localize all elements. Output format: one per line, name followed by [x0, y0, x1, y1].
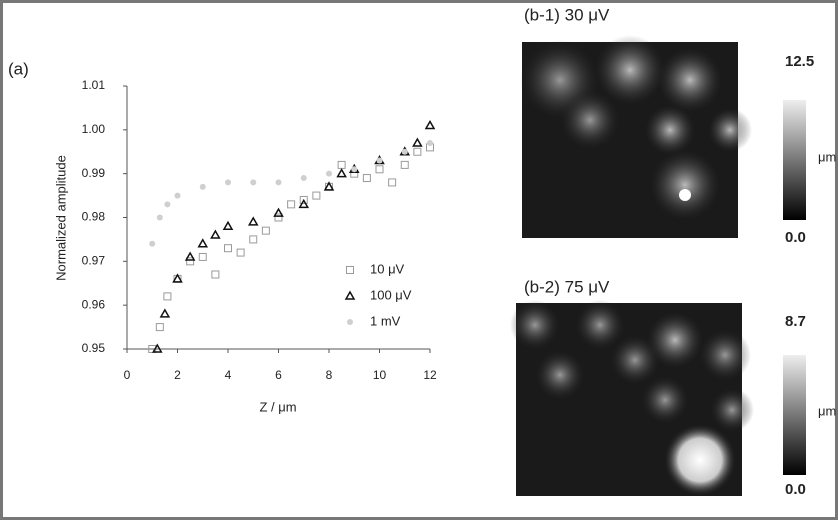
y-tick-label: 0.96 [82, 297, 106, 311]
legend-marker [346, 266, 354, 274]
y-tick-label: 1.00 [82, 122, 106, 136]
panel-title: (b-1) 30 μV [524, 5, 610, 24]
data-point [401, 148, 408, 155]
y-axis-label: Normalized amplitude [53, 155, 68, 281]
legend-label: 1 mV [370, 313, 401, 328]
data-point [250, 179, 257, 186]
x-tick-label: 6 [275, 368, 282, 382]
image-b1: (b-1) 30 μV 12.5 0.0 μm [520, 5, 836, 246]
data-point [298, 198, 310, 209]
data-point [337, 160, 346, 169]
data-point [222, 220, 234, 231]
x-tick-label: 0 [124, 368, 131, 382]
data-point [210, 229, 221, 239]
legend-label: 100 μV [370, 287, 412, 302]
scale-min: 0.0 [785, 229, 806, 246]
legend-marker [344, 290, 356, 300]
data-point [351, 166, 358, 173]
data-point [275, 179, 282, 186]
x-tick-label: 2 [174, 368, 181, 382]
data-point [362, 174, 371, 183]
data-point [174, 192, 181, 199]
data-point [300, 175, 307, 182]
data-point [424, 119, 436, 130]
data-point [152, 343, 163, 353]
data-point [164, 201, 171, 208]
data-point [412, 137, 423, 147]
panel-label: (a) [8, 59, 29, 78]
x-tick-label: 8 [326, 368, 333, 382]
data-point [299, 195, 308, 204]
data-point [287, 200, 296, 209]
data-point [236, 248, 245, 257]
data-point [224, 244, 232, 253]
data-point [375, 165, 384, 174]
scale-unit: μm [818, 149, 836, 164]
scale-max: 8.7 [785, 313, 806, 330]
legend-label: 10 μV [370, 261, 405, 276]
data-point [261, 226, 270, 235]
data-point [225, 179, 231, 186]
data-point [273, 207, 284, 217]
data-point [198, 252, 207, 261]
data-point [197, 238, 209, 248]
data-point [274, 213, 283, 222]
data-point [376, 157, 383, 164]
data-point [163, 292, 172, 301]
data-point [186, 257, 195, 266]
x-tick-label: 12 [423, 368, 437, 382]
data-point [413, 147, 422, 156]
data-point [199, 183, 206, 190]
image-b2: (b-2) 75 μV 8.7 0.0 μm [510, 277, 836, 498]
data-point [312, 191, 321, 200]
x-tick-label: 4 [225, 368, 232, 382]
y-tick-label: 0.99 [82, 166, 106, 180]
data-point [323, 181, 335, 191]
y-tick-label: 1.01 [82, 78, 106, 92]
data-point [326, 170, 332, 177]
data-point [155, 323, 164, 332]
data-point [388, 178, 397, 187]
scale-unit: μm [818, 403, 836, 418]
y-tick-label: 0.98 [82, 210, 106, 224]
legend-marker [347, 319, 353, 325]
data-point [247, 216, 259, 226]
data-point [249, 235, 258, 244]
data-point [156, 214, 163, 221]
panel-title: (b-2) 75 μV [524, 277, 610, 296]
data-point [427, 139, 433, 146]
scale-max: 12.5 [785, 53, 814, 70]
data-point [159, 308, 171, 318]
data-point [211, 270, 220, 279]
y-tick-label: 0.95 [82, 341, 106, 355]
data-point [172, 273, 183, 283]
data-point [149, 240, 156, 247]
x-tick-label: 10 [373, 368, 387, 382]
data-point [400, 160, 409, 169]
scale-min: 0.0 [785, 481, 806, 498]
y-tick-label: 0.97 [82, 254, 106, 268]
data-point [184, 251, 196, 261]
x-axis-label: Z / μm [259, 399, 296, 414]
data-point [336, 168, 347, 178]
